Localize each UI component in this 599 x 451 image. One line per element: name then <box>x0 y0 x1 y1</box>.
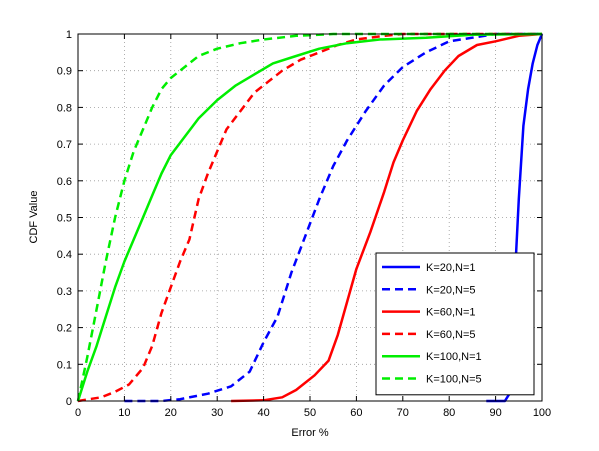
x-tick-label: 70 <box>397 407 409 419</box>
x-tick-label: 90 <box>489 407 501 419</box>
legend-label: K=100,N=1 <box>426 351 482 363</box>
x-tick-label: 20 <box>165 407 177 419</box>
x-tick-label: 10 <box>118 407 130 419</box>
y-tick-label: 0.9 <box>57 66 72 78</box>
y-tick-label: 0.2 <box>57 323 72 335</box>
y-tick-label: 0 <box>66 396 72 408</box>
y-tick-label: 0.5 <box>57 213 72 225</box>
legend-box <box>375 252 535 396</box>
y-tick-label: 0.8 <box>57 102 72 114</box>
x-tick-label: 0 <box>75 407 81 419</box>
series-line-2 <box>124 32 542 403</box>
y-tick-label: 0.3 <box>57 286 72 298</box>
grid-lines <box>78 34 542 401</box>
legend-label: K=100,N=5 <box>426 374 482 386</box>
legend-label: K=20,N=1 <box>426 262 476 274</box>
legend-label: K=20,N=5 <box>426 284 476 296</box>
x-tick-label: 40 <box>257 407 269 419</box>
series-line-5 <box>76 32 543 402</box>
y-tick-label: 0.4 <box>57 249 72 261</box>
x-tick-label: 60 <box>350 407 362 419</box>
series-line-3 <box>231 32 543 403</box>
legend: K=20,N=1 K=20,N=5 K=60,N=1 K=60,N=5 K=100,N=… <box>375 252 535 396</box>
series-lines <box>76 32 544 403</box>
legend-label: K=60,N=5 <box>426 329 476 341</box>
y-tick-label: 1 <box>66 29 72 41</box>
x-tick-label: 80 <box>443 407 455 419</box>
axis-ticks: 0 10 20 30 40 50 60 70 80 90 100 0 0.1 0.2 0.3 0.4 0.5 0.… <box>57 29 551 419</box>
x-axis-label: Error % <box>291 427 329 439</box>
x-tick-label: 30 <box>211 407 223 419</box>
y-tick-label: 0.7 <box>57 139 72 151</box>
legend-label: K=60,N=1 <box>426 307 476 319</box>
x-tick-label: 100 <box>533 407 551 419</box>
y-axis-label: CDF Value <box>28 191 40 244</box>
series-line-1 <box>486 33 544 403</box>
x-tick-label: 50 <box>304 407 316 419</box>
y-tick-label: 0.6 <box>57 176 72 188</box>
y-tick-label: 0.1 <box>57 359 72 371</box>
